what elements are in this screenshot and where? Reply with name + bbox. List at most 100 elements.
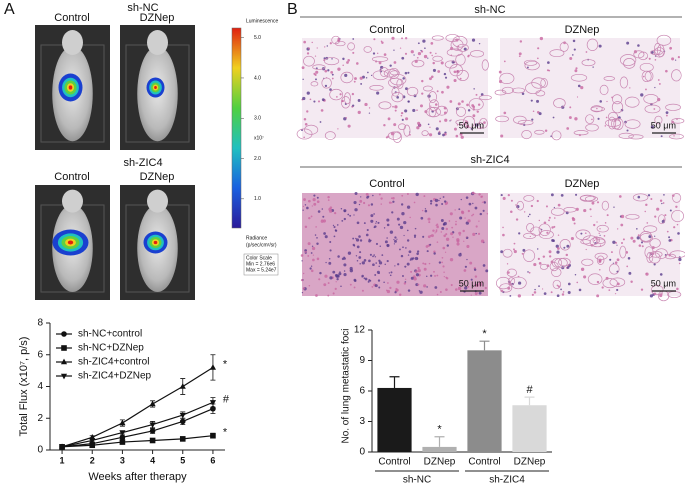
- bar: [377, 387, 412, 452]
- x-tick-label: 3: [120, 455, 125, 465]
- cell: [313, 202, 317, 206]
- cell: [591, 201, 595, 205]
- cell: [428, 221, 431, 224]
- cell: [322, 215, 325, 218]
- cell: [596, 107, 598, 110]
- cell: [388, 201, 392, 204]
- cell: [509, 294, 512, 297]
- cell: [413, 234, 417, 237]
- cell: [375, 221, 378, 223]
- alveolus: [649, 238, 661, 248]
- cell: [427, 217, 431, 221]
- legend-label: sh-ZIC4+DZNep: [78, 371, 152, 382]
- cell: [431, 54, 433, 57]
- cell: [349, 214, 352, 217]
- cell: [398, 223, 401, 226]
- cell: [650, 125, 654, 129]
- cell: [570, 236, 574, 241]
- cell: [409, 259, 412, 261]
- cell: [466, 103, 469, 107]
- cell: [327, 195, 330, 199]
- cell: [421, 79, 424, 83]
- cell: [331, 73, 334, 76]
- cell: [674, 59, 677, 61]
- cell: [616, 288, 619, 292]
- cell: [399, 47, 402, 49]
- cell: [393, 238, 395, 241]
- group-title: sh-NC: [474, 4, 505, 16]
- cell: [384, 240, 388, 244]
- alveolus: [469, 50, 485, 58]
- cell: [557, 285, 561, 288]
- alveolus: [607, 112, 619, 122]
- alveolus: [398, 123, 407, 131]
- cell: [361, 289, 364, 292]
- series-line: [62, 435, 213, 448]
- cell: [665, 114, 668, 117]
- cell: [364, 102, 368, 107]
- cell: [580, 86, 584, 90]
- cell: [484, 286, 487, 290]
- cell: [308, 216, 311, 220]
- cell: [389, 274, 392, 277]
- cell: [443, 234, 446, 238]
- cell: [337, 128, 339, 130]
- cell: [603, 235, 606, 237]
- cell: [626, 41, 630, 45]
- cell: [532, 110, 535, 112]
- cell: [301, 260, 303, 262]
- x-tick-label: DZNep: [424, 457, 456, 468]
- column-label: DZNep: [140, 12, 175, 24]
- point: [89, 438, 96, 444]
- cell: [432, 68, 437, 72]
- alveolus: [340, 96, 351, 109]
- cell: [352, 38, 355, 40]
- alveolus: [502, 248, 513, 258]
- cell: [637, 195, 641, 199]
- alveolus: [521, 129, 532, 140]
- cell: [417, 121, 421, 125]
- cell: [378, 265, 380, 267]
- cell: [440, 219, 444, 222]
- cell: [585, 51, 588, 53]
- cell: [445, 227, 449, 231]
- cell: [347, 251, 352, 255]
- alveolus: [331, 35, 341, 45]
- cell: [647, 194, 651, 197]
- cell: [376, 91, 380, 95]
- alveolus: [587, 273, 603, 285]
- cell: [648, 57, 651, 60]
- cell: [620, 214, 625, 219]
- cell: [316, 257, 320, 261]
- alveolus: [388, 77, 403, 88]
- cell: [480, 195, 483, 198]
- cell: [475, 232, 477, 235]
- cell: [576, 281, 579, 284]
- cell: [395, 287, 398, 291]
- alveolus: [444, 60, 458, 69]
- cell: [445, 203, 447, 206]
- cell: [537, 257, 540, 260]
- cell: [397, 263, 400, 266]
- cell: [403, 221, 407, 225]
- cell: [401, 37, 403, 40]
- cell: [645, 88, 647, 91]
- cell: [573, 48, 576, 51]
- cell: [676, 223, 679, 226]
- alveolus: [324, 57, 340, 66]
- alveolus: [649, 251, 663, 258]
- cell: [675, 205, 678, 208]
- cell: [424, 208, 427, 210]
- alveolus: [310, 81, 319, 87]
- cell: [313, 194, 316, 197]
- cell: [401, 56, 405, 60]
- cell: [465, 236, 468, 238]
- alveolus: [324, 131, 336, 140]
- cell: [393, 49, 395, 51]
- cell: [359, 262, 361, 265]
- alveolus: [665, 103, 681, 111]
- column-label: Control: [54, 12, 89, 24]
- cell: [522, 248, 526, 252]
- cell: [375, 222, 377, 224]
- alveolus: [584, 195, 599, 202]
